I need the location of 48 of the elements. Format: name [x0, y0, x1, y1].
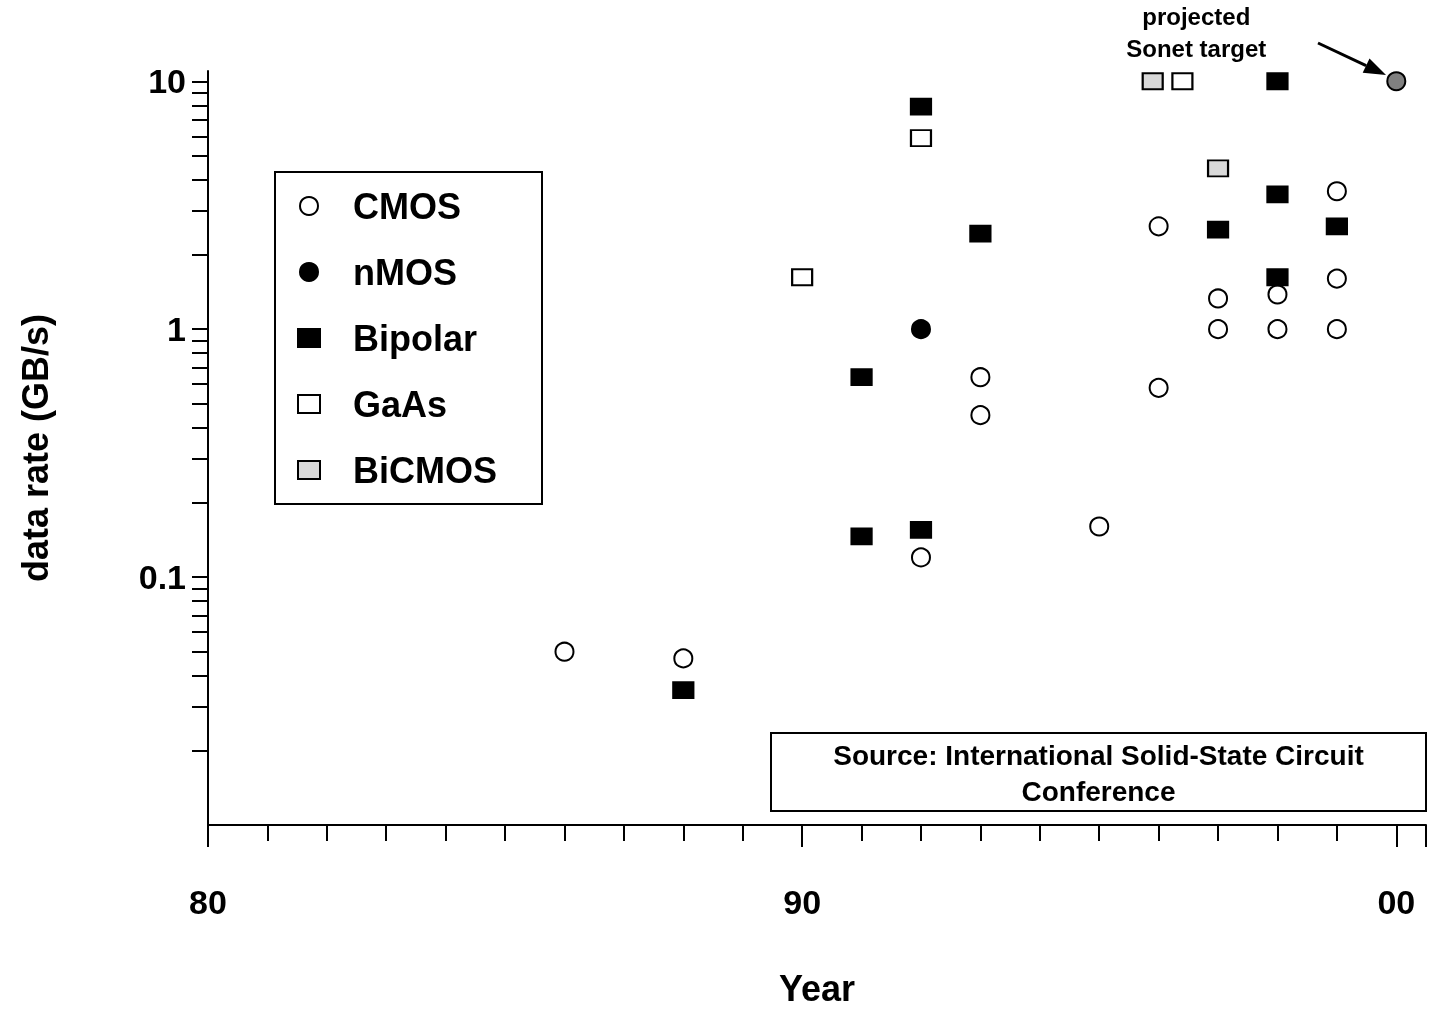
- point: [1207, 159, 1230, 178]
- point: [969, 224, 992, 243]
- point: [1266, 185, 1289, 204]
- point: [672, 681, 695, 700]
- point: [1141, 72, 1164, 91]
- point: [1171, 72, 1194, 91]
- point: [1089, 516, 1110, 537]
- point: [1208, 288, 1229, 309]
- legend-label: Bipolar: [353, 317, 478, 359]
- y-tick-label: 10: [148, 62, 186, 101]
- point: [791, 268, 814, 287]
- point: [909, 97, 932, 116]
- point: [1207, 220, 1230, 239]
- legend-label: GaAs: [353, 383, 448, 425]
- point: [1208, 319, 1229, 340]
- point: [909, 129, 932, 148]
- point: [673, 648, 694, 669]
- point: [909, 520, 932, 539]
- x-tick-label: 90: [783, 883, 822, 921]
- point: [1148, 377, 1169, 398]
- point: [1326, 319, 1347, 340]
- y-axis-title: data rate (GB/s): [14, 313, 56, 583]
- point: [850, 368, 873, 387]
- point: [1267, 284, 1288, 305]
- point: [1386, 71, 1407, 92]
- point: [910, 547, 931, 568]
- point: [850, 527, 873, 546]
- legend-label: nMOS: [353, 251, 457, 293]
- y-tick-label: 0.1: [138, 558, 186, 597]
- point: [1326, 181, 1347, 202]
- text: projected Sonet target: [1125, 2, 1268, 65]
- x-axis-title: Year: [778, 967, 856, 1009]
- point: [970, 405, 991, 426]
- x-tick-label: 80: [189, 883, 227, 921]
- x-tick-label: 00: [1377, 883, 1416, 921]
- legend-label: CMOS: [353, 185, 461, 227]
- point: [1326, 268, 1347, 289]
- point: [1148, 216, 1169, 237]
- point: [1266, 268, 1289, 287]
- point: [1267, 319, 1288, 340]
- point: [1266, 72, 1289, 91]
- legend-label: BiCMOS: [353, 449, 497, 491]
- y-tick-label: 1: [167, 310, 186, 349]
- point: [554, 641, 575, 662]
- point: [910, 319, 931, 340]
- point: [1325, 217, 1348, 236]
- point: [970, 367, 991, 388]
- text-box: Source: International Solid-State Circuit Conference: [770, 732, 1427, 812]
